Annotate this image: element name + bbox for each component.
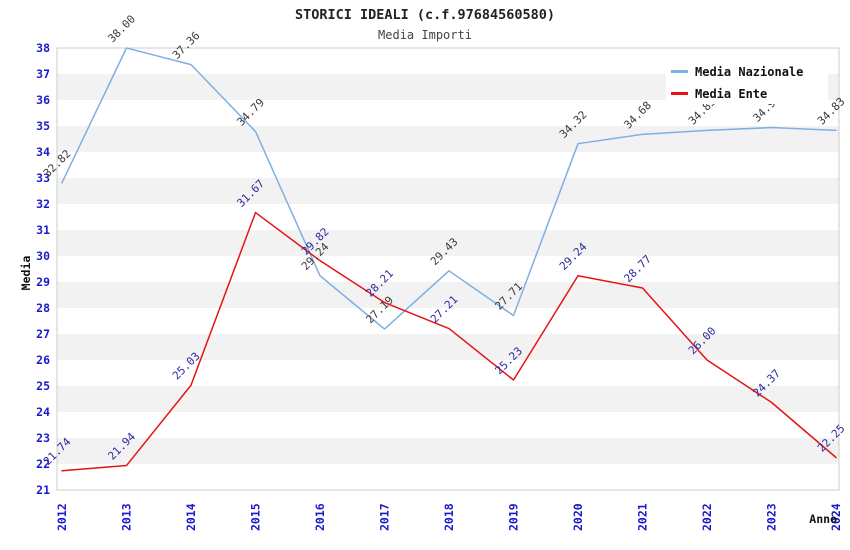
y-tick-label: 21 [36,483,50,497]
grid-band [57,100,839,126]
x-tick-label: 2021 [636,503,650,531]
x-tick-label: 2019 [507,503,521,531]
chart-subtitle: Media Importi [378,28,472,42]
legend-box [666,56,828,104]
grid-band [57,412,839,438]
grid-band [57,204,839,230]
y-tick-label: 27 [36,327,50,341]
y-tick-label: 24 [36,405,50,419]
y-tick-label: 35 [36,119,50,133]
grid-band [57,386,839,412]
grid-band [57,334,839,360]
legend-label-media-nazionale: Media Nazionale [695,65,803,79]
plot-area: 21 22 23 24 25 26 27 28 29 30 31 32 33 34 35 36 37 38 2012… [36,13,847,531]
y-tick-label: 30 [36,249,50,263]
y-tick-label: 34 [36,145,50,159]
x-tick-label: 2014 [184,503,198,531]
y-tick-label: 29 [36,275,50,289]
y-tick-label: 25 [36,379,50,393]
x-tick-label: 2022 [700,503,714,531]
x-tick-label: 2023 [765,503,779,531]
y-tick-label: 23 [36,431,50,445]
y-axis-title: Media [19,256,33,291]
series-line-media-ente [61,211,837,472]
x-tick-label: 2018 [442,503,456,531]
y-tick-label: 36 [36,93,50,107]
y-tick-label: 31 [36,223,50,237]
y-tick-label: 26 [36,353,50,367]
grid-band [57,152,839,178]
x-tick-label: 2012 [55,503,69,531]
x-tick-label: 2020 [571,503,585,531]
grid-band [57,464,839,490]
y-tick-label: 38 [36,41,50,55]
series-line-media-nazionale [61,47,837,330]
x-tick-label: 2015 [249,503,263,531]
y-tick-label: 32 [36,197,50,211]
y-tick-label: 33 [36,171,50,185]
grid-band [57,438,839,464]
grid-band [57,360,839,386]
plot-border [56,47,840,491]
y-tick-label: 28 [36,301,50,315]
chart-title: STORICI IDEALI (c.f.97684560580) [295,7,555,23]
grid-band [57,282,839,308]
y-tick-label: 37 [36,67,50,81]
grid-band [57,256,839,282]
grid-band [57,178,839,204]
data-label: 38.00 [105,13,138,46]
x-axis-title: Anno [809,512,837,526]
x-tick-label: 2016 [313,503,327,531]
grid-band [57,230,839,256]
x-tick-label: 2013 [120,503,134,531]
x-tick-label: 2024 [829,503,843,531]
legend: Media Nazionale Media Ente [666,56,828,104]
legend-label-media-ente: Media Ente [695,87,767,101]
y-tick-label: 22 [36,457,50,471]
x-tick-label: 2017 [378,503,392,531]
grid-band [57,308,839,334]
